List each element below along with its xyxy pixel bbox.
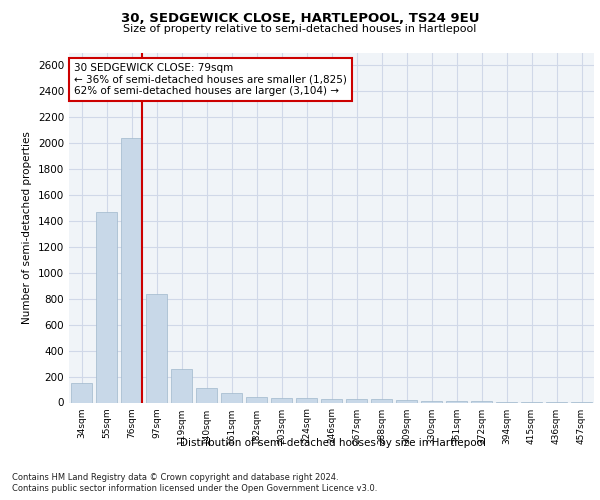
Bar [146,294,167,403]
Bar [321,398,342,402]
Text: Size of property relative to semi-detached houses in Hartlepool: Size of property relative to semi-detach… [124,24,476,34]
Bar [71,383,92,402]
Bar [196,388,217,402]
Text: Contains public sector information licensed under the Open Government Licence v3: Contains public sector information licen… [12,484,377,493]
Bar [246,396,267,402]
Bar [121,138,142,402]
Bar [96,212,117,402]
Bar [296,398,317,402]
Bar [371,400,392,402]
Bar [446,401,467,402]
Text: 30, SEDGEWICK CLOSE, HARTLEPOOL, TS24 9EU: 30, SEDGEWICK CLOSE, HARTLEPOOL, TS24 9E… [121,12,479,26]
Bar [221,394,242,402]
Y-axis label: Number of semi-detached properties: Number of semi-detached properties [22,131,32,324]
Bar [346,400,367,402]
Bar [171,370,192,402]
Bar [271,398,292,402]
Text: Contains HM Land Registry data © Crown copyright and database right 2024.: Contains HM Land Registry data © Crown c… [12,472,338,482]
Text: Distribution of semi-detached houses by size in Hartlepool: Distribution of semi-detached houses by … [180,438,486,448]
Bar [421,400,442,402]
Bar [396,400,417,402]
Text: 30 SEDGEWICK CLOSE: 79sqm
← 36% of semi-detached houses are smaller (1,825)
62% : 30 SEDGEWICK CLOSE: 79sqm ← 36% of semi-… [74,63,347,96]
